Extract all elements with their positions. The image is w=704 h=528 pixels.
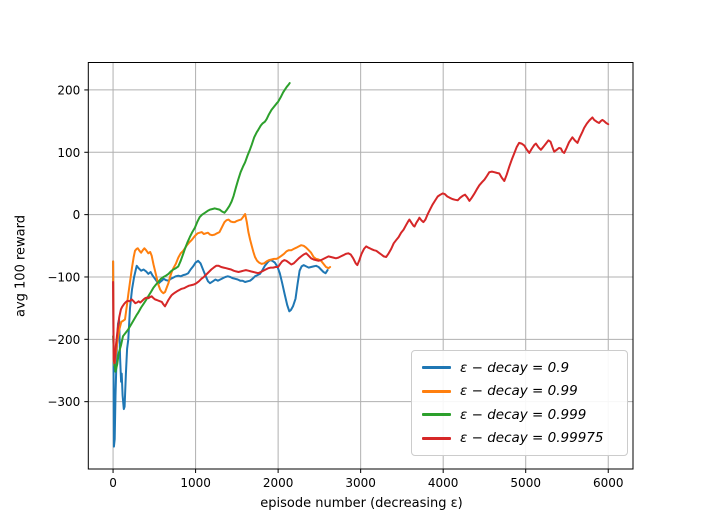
legend-line-swatch: [422, 389, 451, 393]
x-tick-label: 1000: [180, 476, 211, 490]
legend-label: ε − decay = 0.9: [460, 359, 570, 376]
x-tick-label: 0: [109, 476, 117, 490]
y-tick-label: −300: [47, 395, 80, 409]
legend-label: ε − decay = 0.99: [460, 383, 578, 400]
series-line-2: [112, 82, 291, 373]
y-tick-label: 0: [73, 208, 81, 222]
legend-entry: ε − decay = 0.99975: [422, 427, 619, 449]
legend-line-swatch: [422, 366, 451, 370]
x-tick-label: 2000: [263, 476, 294, 490]
legend-entry: ε − decay = 0.999: [422, 404, 619, 426]
series-line-1: [112, 213, 332, 367]
legend-entry: ε − decay = 0.9: [422, 357, 619, 379]
gridlines: [88, 62, 633, 469]
legend-label: ε − decay = 0.99975: [460, 430, 604, 447]
x-tick-label: 4000: [428, 476, 459, 490]
legend-label: ε − decay = 0.999: [460, 406, 587, 423]
series-line-0: [112, 259, 329, 448]
y-tick-label: 100: [57, 146, 80, 160]
tick-marks: [84, 89, 609, 473]
legend: ε − decay = 0.9 ε − decay = 0.99 ε − dec…: [411, 350, 628, 456]
x-tick-label: 6000: [593, 476, 624, 490]
x-tick-label: 5000: [510, 476, 541, 490]
x-axis-label: episode number (decreasing ε): [260, 496, 463, 511]
x-tick-label: 3000: [345, 476, 376, 490]
legend-line-swatch: [422, 436, 451, 440]
legend-entry: ε − decay = 0.99: [422, 380, 619, 402]
legend-line-swatch: [422, 413, 451, 417]
y-tick-label: −100: [47, 270, 80, 284]
y-tick-label: −200: [47, 333, 80, 347]
y-axis-label: avg 100 reward: [13, 214, 29, 318]
series-line-3: [112, 116, 610, 364]
y-tick-label: 200: [57, 83, 80, 97]
